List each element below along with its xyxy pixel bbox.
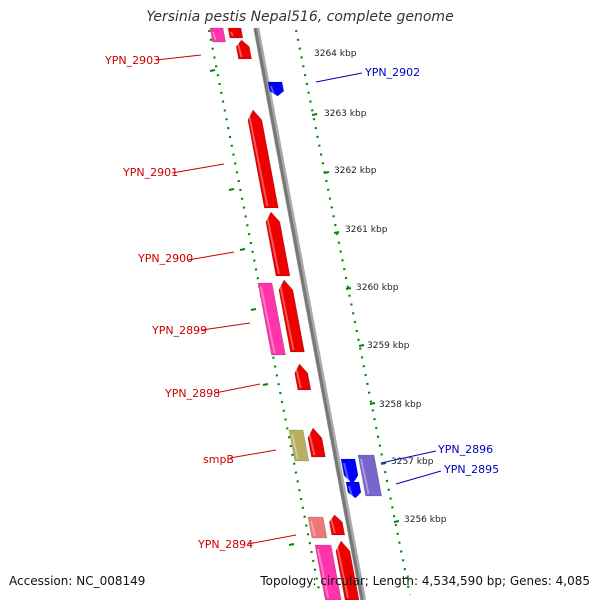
- feature-ypn-2899-pink: [257, 282, 286, 356]
- kbp-label: 3256 kbp: [404, 515, 447, 525]
- tick-mark: [333, 231, 340, 234]
- feature-smpb-highlight: [308, 432, 316, 455]
- gene-label: YPN_2894: [197, 538, 253, 551]
- gene-leader-line: [229, 449, 277, 459]
- kbp-label: 3259 kbp: [367, 341, 410, 351]
- kbp-label: 3257 kbp: [391, 457, 434, 467]
- gene-leader-line: [201, 322, 251, 331]
- backbone-layer: [253, 27, 367, 600]
- tick-mark: [239, 248, 246, 251]
- gene-label: smpB: [203, 453, 234, 466]
- feature-ypn-2895: [357, 454, 383, 497]
- feature-red-top: [227, 27, 244, 39]
- gene-label: YPN_2895: [443, 463, 499, 476]
- feature-salmon-highlight: [310, 521, 316, 536]
- gene-label: YPN_2903: [104, 54, 160, 67]
- feature-layer: [209, 27, 383, 600]
- gene-label: YPN_2898: [164, 387, 220, 400]
- kbp-label: 3261 kbp: [345, 225, 388, 235]
- feature-ypn-2901: [247, 109, 279, 209]
- feature-ypn-2896: [340, 458, 359, 485]
- gene-leader-line: [155, 54, 202, 61]
- tick-mark: [380, 462, 387, 465]
- gene-label: YPN_2901: [122, 166, 178, 179]
- feature-salmon: [307, 516, 328, 539]
- tick-mark: [323, 171, 330, 174]
- tick-mark: [288, 543, 295, 546]
- feature-ypn-2896-highlight: [343, 463, 350, 482]
- feature-ypn-2894-highlight: [330, 519, 336, 533]
- tick-mark: [345, 287, 352, 290]
- gene-leader-line: [380, 450, 437, 464]
- tick-layer: [207, 29, 412, 596]
- tick-mark: [209, 69, 216, 72]
- feature-pink-bottom-highlight: [317, 549, 330, 598]
- feature-pink-top: [209, 27, 226, 43]
- feature-blue-small: [345, 481, 362, 499]
- tick-mark: [228, 188, 235, 191]
- right-tick-rail: [294, 29, 412, 596]
- feature-ypn-2898: [294, 363, 312, 391]
- label-layer: 3264 kbp 3263 kbp 3262 kbp 3261 kbp 3260 kbp…: [104, 49, 499, 551]
- feature-ypn-2902: [267, 81, 285, 97]
- feature-red-top-highlight: [230, 32, 234, 36]
- tick-mark: [262, 383, 269, 386]
- feature-ypn-2903-highlight: [237, 44, 243, 57]
- gene-leader-line: [187, 251, 235, 261]
- feature-red-bottom: [335, 540, 360, 600]
- gene-label: YPN_2899: [151, 324, 207, 337]
- tick-mark: [250, 308, 257, 311]
- feature-khaki: [288, 429, 310, 462]
- feature-ypn-2895-highlight: [360, 459, 370, 494]
- feature-blue-small-highlight: [348, 486, 353, 496]
- gene-leader-line: [247, 534, 297, 545]
- feature-ypn-2898-highlight: [295, 368, 302, 388]
- gene-label: YPN_2900: [137, 252, 193, 265]
- feature-ypn-2901-highlight: [248, 114, 269, 206]
- feature-ypn-2902-highlight: [270, 86, 275, 94]
- kbp-label: 3260 kbp: [356, 283, 399, 293]
- accession-text: Accession: NC_008149: [9, 574, 146, 588]
- kbp-label: 3258 kbp: [379, 400, 422, 410]
- feature-ypn-2899-pink-highlight: [260, 287, 276, 353]
- feature-red-bottom-highlight: [336, 545, 350, 598]
- feature-ypn-2900: [265, 211, 291, 277]
- feature-ypn-2899: [278, 279, 305, 353]
- feature-pink-bottom: [314, 544, 342, 600]
- gene-leader-line: [395, 470, 442, 485]
- gene-leader-line: [171, 163, 225, 174]
- feature-ypn-2899-highlight: [279, 284, 295, 350]
- gene-label: YPN_2896: [437, 443, 493, 456]
- genome-backbone: [253, 27, 364, 600]
- feature-smpb: [307, 427, 326, 458]
- tick-mark: [393, 520, 400, 523]
- kbp-label: 3262 kbp: [334, 166, 377, 176]
- tick-mark: [311, 113, 318, 116]
- feature-ypn-2903: [235, 39, 252, 60]
- kbp-label: 3263 kbp: [324, 109, 367, 119]
- gene-label: YPN_2902: [364, 66, 420, 79]
- kbp-label: 3264 kbp: [314, 49, 357, 59]
- feature-ypn-2900-highlight: [266, 216, 280, 274]
- feature-ypn-2894: [328, 514, 346, 536]
- map-title: Yersinia pestis Nepal516, complete genom…: [146, 9, 454, 25]
- genome-summary-text: Topology: circular; Length: 4,534,590 bp…: [260, 574, 590, 588]
- tick-mark: [358, 344, 365, 347]
- gene-leader-line: [315, 72, 363, 83]
- feature-pink-top-highlight: [212, 32, 217, 40]
- gene-leader-line: [214, 383, 261, 394]
- tick-mark: [369, 402, 376, 405]
- feature-khaki-highlight: [291, 434, 299, 459]
